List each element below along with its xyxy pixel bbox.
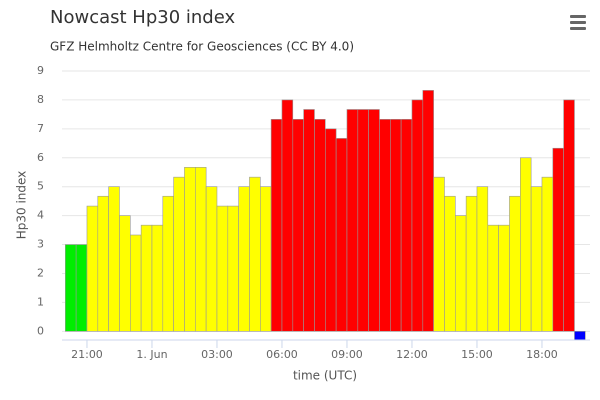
bar xyxy=(119,215,131,332)
x-tick-label: 12:00 xyxy=(396,348,428,361)
bar xyxy=(130,234,142,332)
y-tick-label: 7 xyxy=(37,122,44,135)
bar xyxy=(498,224,510,332)
bar xyxy=(65,244,77,332)
bar xyxy=(454,215,467,332)
x-tick-label: 18:00 xyxy=(526,348,558,361)
bar xyxy=(324,128,337,332)
x-tick-label: 03:00 xyxy=(201,348,233,361)
y-tick-label: 2 xyxy=(37,266,44,279)
bar xyxy=(270,119,283,332)
bar xyxy=(292,119,304,332)
bar xyxy=(281,99,294,332)
x-tick-label: 15:00 xyxy=(461,348,493,361)
bar xyxy=(173,176,185,332)
chart-title: Nowcast Hp30 index xyxy=(50,7,235,28)
bar xyxy=(151,224,164,332)
bar xyxy=(422,90,434,332)
bar xyxy=(476,186,489,332)
bar xyxy=(86,205,99,332)
x-tick-label: 06:00 xyxy=(266,348,298,361)
x-tick-label: 09:00 xyxy=(331,348,363,361)
bar xyxy=(195,167,207,332)
bar xyxy=(140,224,153,332)
bar xyxy=(530,186,543,332)
bar xyxy=(357,109,369,332)
y-tick-label: 3 xyxy=(37,238,44,251)
bar xyxy=(574,331,586,341)
bar xyxy=(335,138,348,332)
bar xyxy=(379,119,391,332)
bar xyxy=(238,186,250,332)
bar xyxy=(303,109,315,332)
bar xyxy=(400,119,413,332)
menu-bar xyxy=(570,27,586,30)
menu-button[interactable] xyxy=(570,15,586,30)
bar xyxy=(216,205,229,332)
bar xyxy=(249,176,261,332)
chart-subtitle: GFZ Helmholtz Centre for Geosciences (CC… xyxy=(50,40,354,54)
bar xyxy=(162,195,174,332)
y-tick-label: 1 xyxy=(37,295,44,308)
x-tick-label: 1. Jun xyxy=(136,348,167,361)
menu-bar xyxy=(570,21,586,24)
y-axis-title: Hp30 index xyxy=(15,171,29,240)
bar xyxy=(509,195,521,332)
y-tick-label: 6 xyxy=(37,151,44,164)
bar xyxy=(346,109,359,332)
bar xyxy=(368,109,380,332)
menu-bar xyxy=(570,15,586,18)
bar xyxy=(97,195,109,332)
bar xyxy=(552,147,564,332)
bar xyxy=(184,167,196,332)
x-tick-label: 21:00 xyxy=(71,348,103,361)
bar xyxy=(227,205,239,332)
y-tick-label: 8 xyxy=(37,93,44,106)
bar xyxy=(433,176,445,332)
bar xyxy=(519,157,532,332)
y-tick-label: 9 xyxy=(37,64,44,77)
bar xyxy=(487,224,499,332)
bar xyxy=(205,186,218,332)
bar xyxy=(541,176,554,332)
bar xyxy=(563,99,575,332)
bar xyxy=(75,244,88,332)
bar xyxy=(444,195,456,332)
bar xyxy=(411,99,424,332)
bar xyxy=(389,119,402,332)
bar xyxy=(465,195,478,332)
y-tick-label: 0 xyxy=(37,324,44,337)
y-tick-label: 5 xyxy=(37,180,44,193)
y-tick-label: 4 xyxy=(37,209,44,222)
bar xyxy=(259,186,272,332)
bar xyxy=(314,119,326,332)
bar xyxy=(108,186,120,332)
x-axis-title: time (UTC) xyxy=(293,369,357,383)
